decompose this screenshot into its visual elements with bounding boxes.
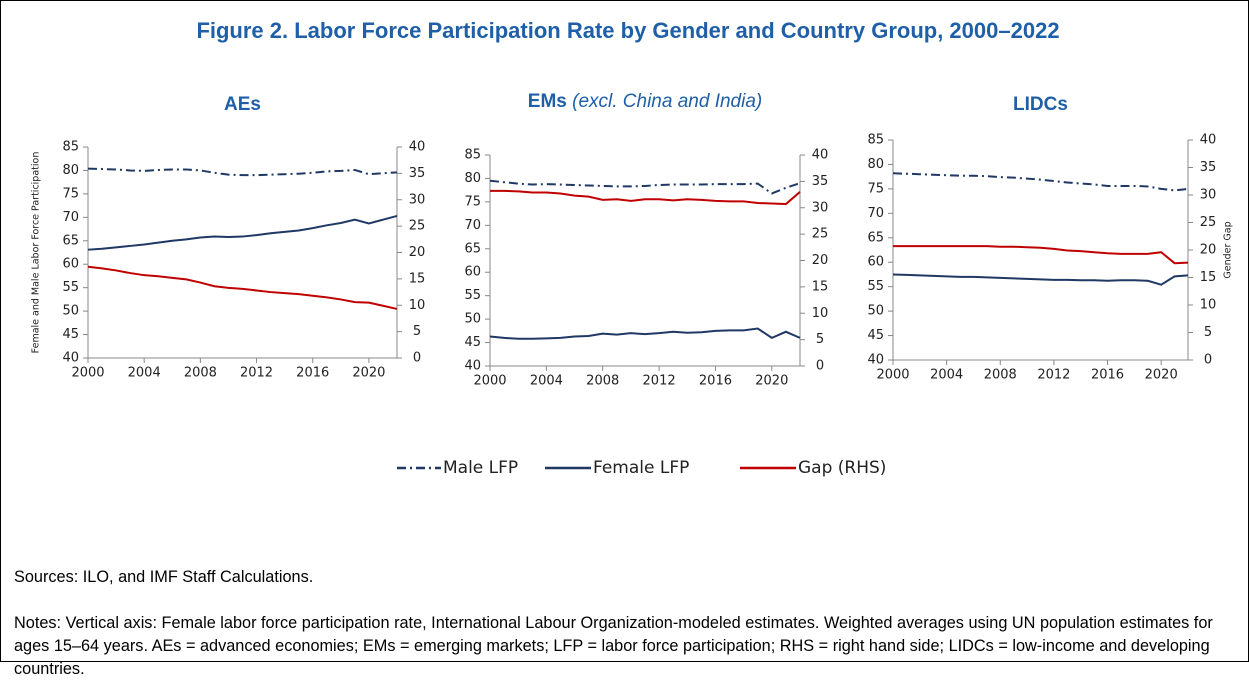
chart-title: LIDCs <box>1013 94 1068 115</box>
series-line <box>87 167 398 177</box>
y-tick-label: 60 <box>464 265 481 280</box>
y2-tick-label: 20 <box>1200 243 1217 258</box>
series-line <box>893 245 1189 265</box>
x-tick-label: 2004 <box>128 366 161 381</box>
y2-tick-label: 40 <box>812 148 829 163</box>
y-tick-label: 80 <box>464 171 481 186</box>
y-tick-label: 65 <box>464 241 481 256</box>
x-tick-label: 2008 <box>984 368 1017 383</box>
y-tick-label: 75 <box>464 194 481 209</box>
y-tick-label: 45 <box>867 328 884 343</box>
y2-tick-label: 40 <box>409 140 426 155</box>
x-tick-label: 2020 <box>352 366 385 381</box>
y2-tick-label: 0 <box>413 351 421 366</box>
series-line <box>892 273 1189 286</box>
y-tick-label: 75 <box>62 186 79 201</box>
y-tick-label: 85 <box>867 133 884 148</box>
chart-title-main: EMs <box>528 91 567 112</box>
y-tick-label: 70 <box>464 218 481 233</box>
y2-tick-label: 5 <box>816 332 824 347</box>
y2-tick-label: 15 <box>409 271 426 286</box>
legend-label: Female LFP <box>593 458 689 478</box>
y-tick-label: 65 <box>867 230 884 245</box>
y-tick-label: 60 <box>62 257 79 272</box>
y2-axis-label: Gender Gap <box>1223 221 1234 278</box>
x-tick-label: 2012 <box>240 366 273 381</box>
x-tick-label: 2000 <box>473 374 506 389</box>
sources: Sources: ILO, and IMF Staff Calculations… <box>14 568 314 586</box>
y2-tick-label: 15 <box>812 279 829 294</box>
y2-tick-label: 5 <box>1204 325 1212 340</box>
series-line <box>87 214 398 251</box>
y2-tick-label: 20 <box>812 253 829 268</box>
x-tick-label: 2008 <box>586 374 619 389</box>
legend-label: Male LFP <box>443 458 518 478</box>
chart-subtitle: (excl. China and India) <box>572 91 762 112</box>
y-tick-label: 70 <box>62 210 79 225</box>
x-tick-label: 2012 <box>643 374 676 389</box>
y-tick-label: 80 <box>62 163 79 178</box>
x-tick-label: 2016 <box>296 366 329 381</box>
y-tick-label: 50 <box>867 304 884 319</box>
x-tick-label: 2016 <box>699 374 732 389</box>
y2-tick-label: 30 <box>1200 188 1217 203</box>
y-tick-label: 55 <box>464 288 481 303</box>
y-tick-label: 80 <box>867 157 884 172</box>
y-tick-label: 60 <box>867 255 884 270</box>
y-tick-label: 45 <box>464 335 481 350</box>
y-tick-label: 85 <box>464 148 481 163</box>
series-line <box>490 189 801 206</box>
figure: Figure 2. Labor Force Participation Rate… <box>31 18 1234 478</box>
chart-title: EMs (excl. China and India) <box>528 91 762 112</box>
y2-tick-label: 15 <box>1200 270 1217 285</box>
y-tick-label: 45 <box>62 327 79 342</box>
y-tick-label: 85 <box>62 140 79 155</box>
y2-tick-label: 35 <box>409 166 426 181</box>
y-tick-label: 55 <box>867 279 884 294</box>
x-tick-label: 2020 <box>1145 368 1178 383</box>
y2-tick-label: 35 <box>812 174 829 189</box>
y2-tick-label: 35 <box>1200 160 1217 175</box>
y-tick-label: 55 <box>62 280 79 295</box>
y2-tick-label: 5 <box>413 324 421 339</box>
y-tick-label: 40 <box>62 351 79 366</box>
y2-tick-label: 25 <box>409 219 426 234</box>
chart-title: AEs <box>224 94 261 115</box>
legend-label: Gap (RHS) <box>798 458 886 478</box>
y-tick-label: 50 <box>62 304 79 319</box>
x-tick-label: 2020 <box>755 374 788 389</box>
y2-tick-label: 10 <box>409 298 426 313</box>
notes: Notes: Vertical axis: Female labor force… <box>14 614 1213 678</box>
series-line <box>489 327 801 340</box>
series-line <box>87 265 398 310</box>
y-axis-label: Female and Male Labor Force Participatio… <box>31 152 42 354</box>
x-tick-label: 2004 <box>930 368 963 383</box>
y-tick-label: 65 <box>62 233 79 248</box>
y-tick-label: 50 <box>464 312 481 327</box>
y2-tick-label: 10 <box>812 306 829 321</box>
y-tick-label: 70 <box>867 206 884 221</box>
y2-tick-label: 20 <box>409 245 426 260</box>
y2-tick-label: 25 <box>1200 215 1217 230</box>
y2-tick-label: 25 <box>812 227 829 242</box>
series-line <box>489 179 801 195</box>
x-tick-label: 2000 <box>71 366 104 381</box>
y2-tick-label: 40 <box>1200 133 1217 148</box>
y2-tick-label: 10 <box>1200 298 1217 313</box>
x-tick-label: 2004 <box>530 374 563 389</box>
y-tick-label: 40 <box>464 359 481 374</box>
y2-tick-label: 30 <box>812 200 829 215</box>
y-tick-label: 75 <box>867 181 884 196</box>
y2-tick-label: 30 <box>409 192 426 207</box>
x-tick-label: 2012 <box>1037 368 1070 383</box>
x-tick-label: 2000 <box>876 368 909 383</box>
y2-tick-label: 0 <box>816 359 824 374</box>
y2-tick-label: 0 <box>1204 353 1212 368</box>
series-line <box>892 172 1189 192</box>
x-tick-label: 2016 <box>1091 368 1124 383</box>
y-tick-label: 40 <box>867 353 884 368</box>
figure-title: Figure 2. Labor Force Participation Rate… <box>196 18 1059 43</box>
x-tick-label: 2008 <box>184 366 217 381</box>
